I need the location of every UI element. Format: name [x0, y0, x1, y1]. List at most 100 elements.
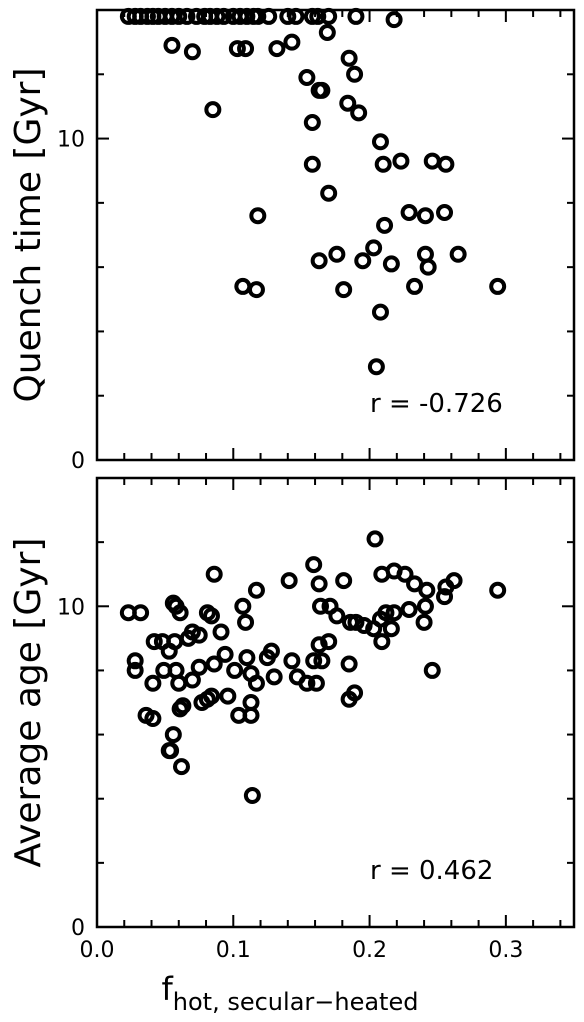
data-point: [340, 690, 358, 708]
y-axis-label: Quench time [Gyr]: [8, 67, 49, 402]
data-point: [400, 600, 418, 618]
data-point: [392, 152, 410, 170]
data-point: [174, 697, 192, 715]
x-tick-label: 0.1: [216, 938, 251, 963]
data-point: [371, 133, 389, 151]
data-point: [205, 655, 223, 673]
x-axis-label-main: f: [162, 970, 174, 1008]
data-point: [320, 7, 338, 25]
data-point: [449, 245, 467, 263]
data-point: [305, 556, 323, 574]
x-axis-label-subscript: hot, secular−heated: [173, 988, 419, 1016]
average-age-panel: 0 10 0.0 0.1 0.2 0.3 Average age [Gyr] r = 0.46…: [8, 476, 576, 963]
data-point: [385, 11, 403, 29]
data-point: [396, 565, 414, 583]
data-point: [242, 706, 260, 724]
data-point: [237, 40, 255, 58]
data-point: [374, 155, 392, 173]
data-point: [164, 726, 182, 744]
data-point: [183, 671, 201, 689]
data-point: [279, 7, 297, 25]
data-point: [247, 674, 265, 692]
y-tick-label: 10: [57, 128, 85, 153]
data-point: [340, 655, 358, 673]
data-point: [416, 207, 434, 225]
data-point: [202, 607, 220, 625]
data-point: [183, 623, 201, 641]
data-point: [347, 7, 365, 25]
data-point: [371, 303, 389, 321]
data-point: [437, 578, 455, 596]
data-point: [163, 36, 181, 54]
data-point: [202, 687, 220, 705]
data-point: [423, 152, 441, 170]
data-point: [249, 7, 267, 25]
data-point: [249, 207, 267, 225]
data-point: [355, 617, 373, 635]
data-point: [437, 155, 455, 173]
data-point: [305, 652, 323, 670]
data-point: [385, 604, 403, 622]
data-point: [216, 645, 234, 663]
data-point: [283, 652, 301, 670]
plot-frame: [95, 476, 576, 929]
plot-frame: [95, 8, 576, 462]
data-point: [382, 620, 400, 638]
data-point: [219, 687, 237, 705]
data-point: [406, 277, 424, 295]
data-point: [416, 597, 434, 615]
quench-time-panel: 0 10 Quench time [Gyr] r = -0.726: [8, 7, 576, 474]
data-point: [318, 24, 336, 41]
data-point: [376, 216, 394, 234]
data-point: [418, 581, 436, 599]
data-point: [423, 661, 441, 679]
data-point: [303, 114, 321, 131]
data-point: [160, 642, 178, 660]
data-point: [436, 204, 454, 221]
data-point: [190, 658, 208, 676]
correlation-annotation: r = 0.462: [370, 856, 493, 886]
data-point: [126, 661, 144, 679]
data-point: [247, 581, 265, 599]
data-point: [144, 710, 162, 728]
data-point: [287, 7, 305, 25]
data-point: [367, 358, 385, 376]
data-point: [212, 623, 230, 641]
data-point: [366, 530, 384, 548]
data-point: [382, 255, 400, 273]
data-point: [265, 668, 283, 686]
data-point: [328, 607, 346, 625]
data-point: [303, 155, 321, 173]
data-point: [373, 565, 391, 583]
data-point: [205, 565, 223, 583]
data-point: [328, 245, 346, 263]
data-point: [416, 245, 434, 263]
data-point: [226, 661, 244, 679]
data-point: [298, 674, 316, 692]
data-point: [247, 281, 265, 299]
data-point: [280, 572, 298, 590]
y-tick-label: 10: [57, 595, 85, 620]
data-point: [283, 33, 301, 51]
data-point: [350, 104, 368, 122]
data-point: [335, 572, 353, 590]
data-point: [170, 674, 188, 692]
data-point: [268, 40, 286, 58]
x-tick-label: 0.0: [80, 938, 115, 963]
data-point: [234, 597, 252, 615]
x-tick-label: 0.3: [488, 938, 523, 963]
data-point: [307, 674, 325, 692]
data-point: [309, 7, 327, 25]
data-point: [436, 588, 454, 606]
data-point: [298, 69, 316, 86]
data-point: [132, 604, 150, 622]
data-point: [313, 81, 331, 99]
data-point: [144, 674, 162, 692]
y-tick-label: 0: [71, 916, 85, 941]
y-axis-label: Average age [Gyr]: [8, 538, 49, 868]
data-point: [238, 649, 256, 667]
data-point: [172, 758, 190, 776]
data-point: [313, 652, 331, 670]
data-point: [228, 40, 246, 58]
data-point: [320, 633, 338, 651]
